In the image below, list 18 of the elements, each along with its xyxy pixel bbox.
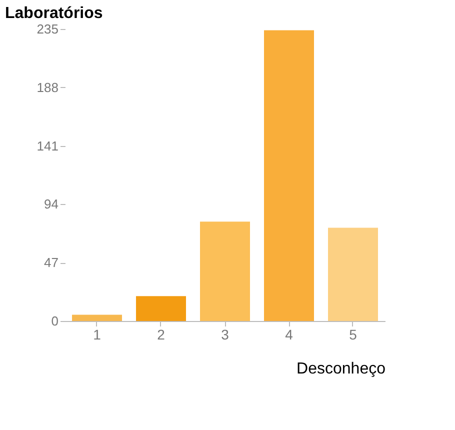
y-tick-label: 141 <box>36 138 58 154</box>
x-axis-title: Desconheço <box>296 360 386 378</box>
x-tick-label: 1 <box>93 326 102 342</box>
y-tick-label: 94 <box>44 196 58 212</box>
bar <box>200 222 250 321</box>
bar <box>328 228 378 321</box>
x-tick-label: 2 <box>157 326 166 342</box>
y-tick-label: 235 <box>36 22 58 36</box>
y-tick-label: 0 <box>51 314 58 328</box>
y-tick-label: 47 <box>44 255 58 270</box>
x-tick-label: 5 <box>349 326 358 342</box>
bar <box>136 296 186 321</box>
x-tick-label: 4 <box>285 326 294 342</box>
x-tick-label: 3 <box>221 326 230 342</box>
bar <box>264 30 314 321</box>
bar <box>72 314 122 321</box>
chart-title: Laboratórios <box>5 5 103 22</box>
y-tick-label: 188 <box>36 80 58 95</box>
